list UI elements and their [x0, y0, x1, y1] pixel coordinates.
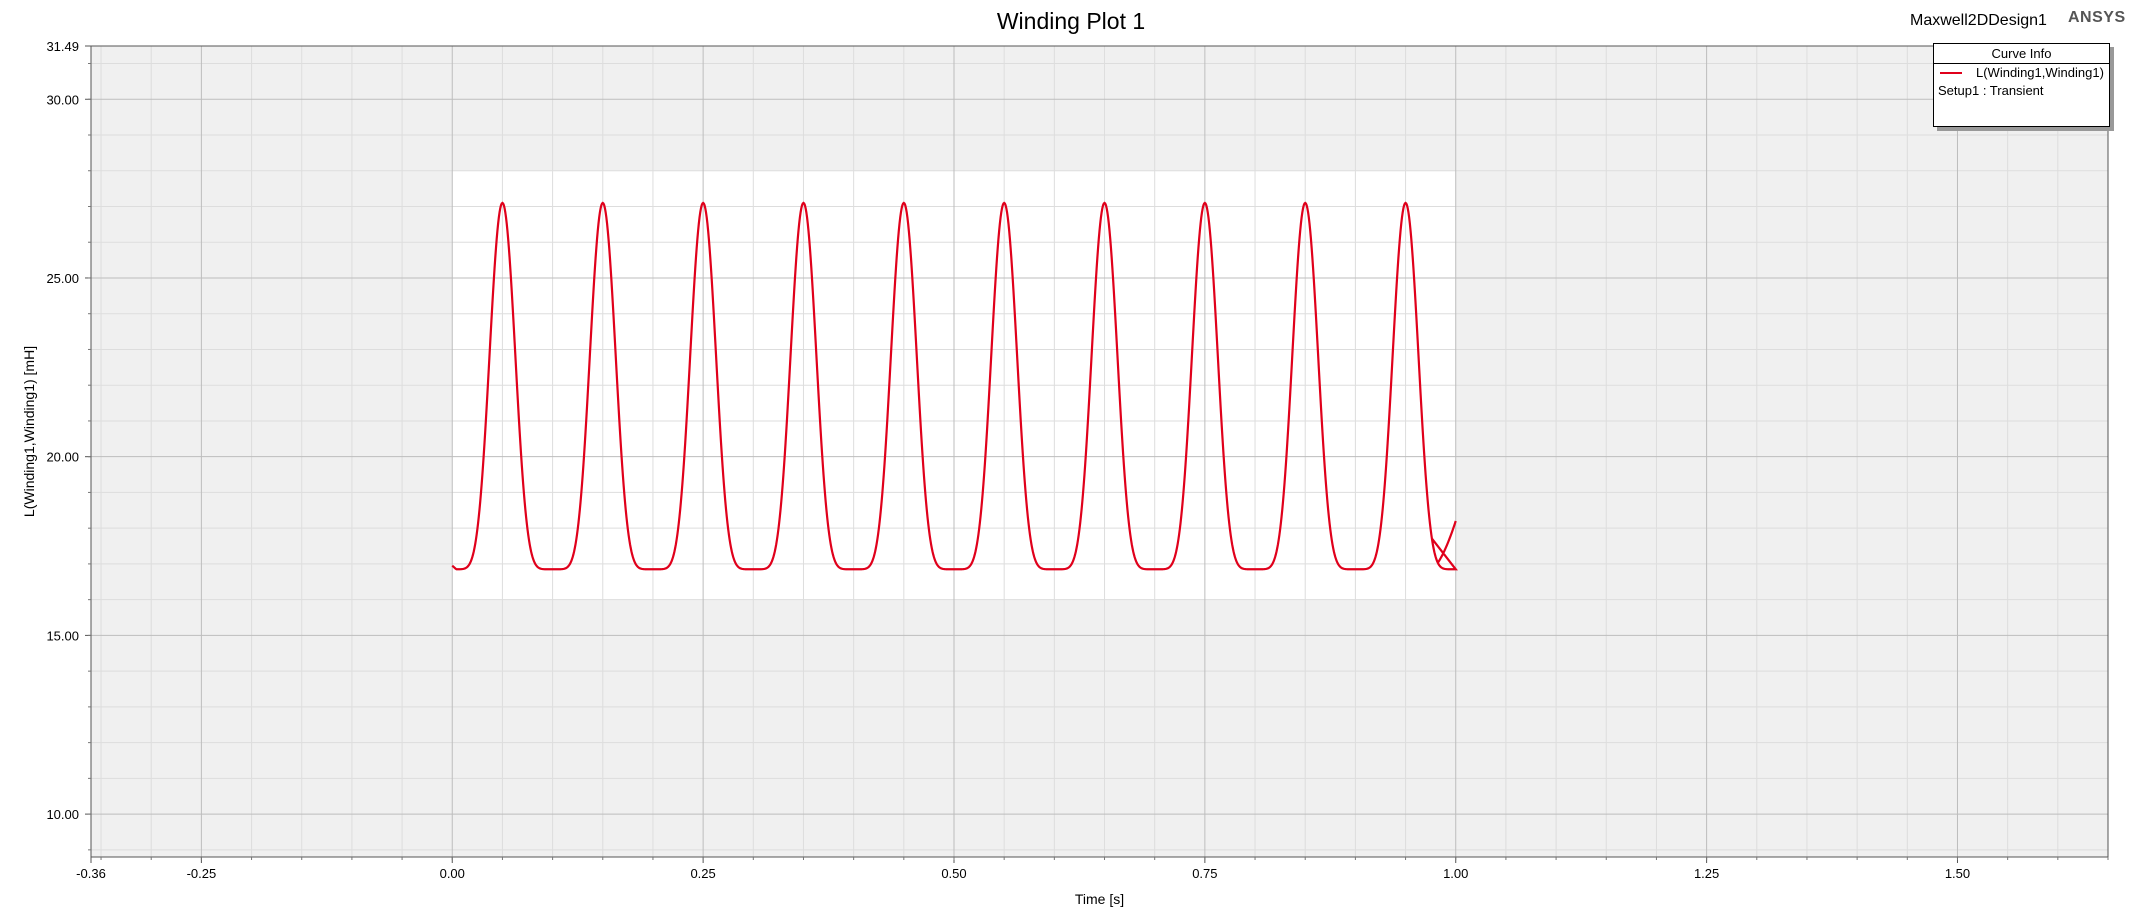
design-name: Maxwell2DDesign1: [1910, 12, 2047, 29]
legend-setup-label: Setup1 : Transient: [1938, 83, 2044, 98]
chart-title: Winding Plot 1: [996, 8, 1146, 34]
y-tick-label: 15.00: [46, 628, 79, 643]
x-tick-label: 0.00: [440, 866, 465, 881]
brand-logo: ANSYS: [2068, 9, 2126, 26]
legend-swatch: [1940, 72, 1962, 74]
y-tick-label: 30.00: [46, 92, 79, 107]
y-tick-label: 10.00: [46, 807, 79, 822]
series-line[interactable]: [451, 201, 1458, 571]
legend-series-label: L(Winding1,Winding1): [1976, 65, 2104, 80]
y-tick-label: 25.00: [46, 271, 79, 286]
x-tick-label: 1.00: [1443, 866, 1468, 881]
x-axis-ticks: -0.36 -0.25 0.00 0.25 0.50 0.75 1.00 1.25 1.50: [76, 857, 2109, 881]
plot-frame: [90, 45, 2109, 858]
x-tick-label: 0.25: [690, 866, 715, 881]
axes: [90, 45, 2109, 858]
y-axis-label: L(Winding1,Winding1) [mH]: [21, 346, 37, 517]
x-tick-label: 0.50: [941, 866, 966, 881]
x-axis-label: Time [s]: [1075, 891, 1124, 907]
y-axis-ticks: 31.49 30.00 25.00 20.00 15.00 10.00: [46, 39, 91, 851]
legend-title: Curve Info: [1934, 44, 2109, 64]
x-tick-label: 1.25: [1694, 866, 1719, 881]
y-tick-label: 31.49: [46, 39, 79, 54]
grid-minor: [91, 46, 2109, 857]
y-tick-label: 20.00: [46, 450, 79, 465]
grid-major: [91, 46, 2108, 857]
legend-box[interactable]: Curve Info L(Winding1,Winding1) Setup1 :…: [1933, 43, 2110, 127]
legend-series-row[interactable]: L(Winding1,Winding1): [1934, 64, 2109, 82]
x-tick-label: -0.36: [76, 866, 106, 881]
x-tick-label: -0.25: [187, 866, 217, 881]
x-tick-label: 0.75: [1192, 866, 1217, 881]
x-tick-label: 1.50: [1945, 866, 1970, 881]
